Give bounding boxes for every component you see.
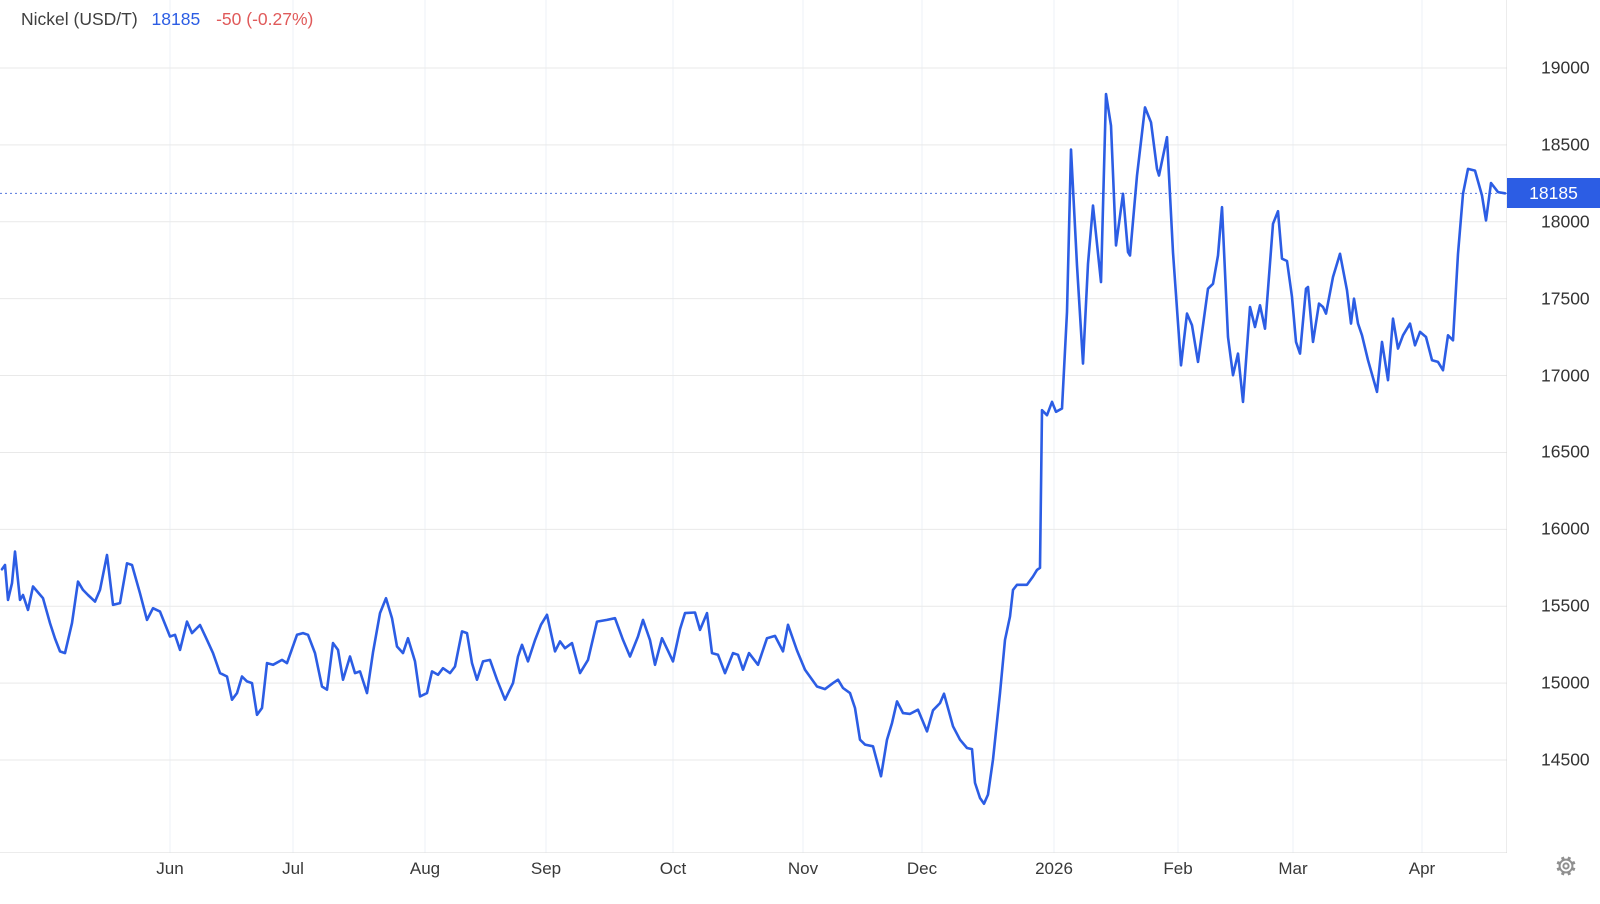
gear-tooth — [1571, 867, 1576, 872]
chart-header: Nickel (USD/T) 18185 -50 (-0.27%) — [21, 9, 313, 30]
gear-tooth — [1567, 856, 1572, 861]
x-axis-label: Dec — [906, 859, 938, 878]
y-axis-label: 15500 — [1541, 595, 1590, 616]
chart-canvas — [0, 0, 1507, 853]
x-axis-label: Feb — [1163, 859, 1193, 878]
x-axis-label: 2026 — [1035, 859, 1073, 878]
x-axis-label: Sep — [530, 859, 562, 878]
x-axis-label: Nov — [787, 859, 819, 878]
y-axis-label: 16500 — [1541, 441, 1590, 462]
gear-icon — [1556, 856, 1576, 876]
x-axis-label: Jun — [156, 859, 184, 878]
price-series-line — [0, 92, 1507, 806]
current-price-badge: 18185 — [1507, 178, 1600, 209]
x-axis-label: Jul — [282, 859, 304, 878]
y-axis-label: 16000 — [1541, 518, 1590, 539]
y-axis-label: 17500 — [1541, 287, 1590, 308]
price-chart[interactable]: Nickel (USD/T) 18185 -50 (-0.27%) — [0, 0, 1507, 853]
current-price-badge-value: 18185 — [1529, 182, 1578, 203]
x-axis-label: Aug — [409, 859, 441, 878]
x-axis-label: Mar — [1278, 859, 1308, 878]
gear-tooth — [1556, 860, 1561, 865]
y-axis-label: 18000 — [1541, 211, 1590, 232]
gear-tooth — [1560, 856, 1565, 861]
gear-tooth — [1556, 867, 1561, 872]
gear-tooth — [1571, 860, 1576, 865]
y-axis-label: 19000 — [1541, 57, 1590, 78]
chart-settings-button[interactable] — [1551, 852, 1581, 882]
gear-tooth — [1560, 871, 1565, 876]
x-axis-label: Apr — [1408, 859, 1436, 878]
y-axis-label: 18500 — [1541, 134, 1590, 155]
price-change: -50 (-0.27%) — [216, 9, 314, 29]
x-axis-label: Oct — [659, 859, 687, 878]
last-price: 18185 — [151, 9, 201, 29]
y-axis-label: 14500 — [1541, 749, 1590, 770]
y-axis-label: 15000 — [1541, 672, 1590, 693]
instrument-title: Nickel (USD/T) — [21, 9, 138, 29]
y-axis-label: 17000 — [1541, 364, 1590, 385]
gear-tooth — [1567, 871, 1572, 876]
